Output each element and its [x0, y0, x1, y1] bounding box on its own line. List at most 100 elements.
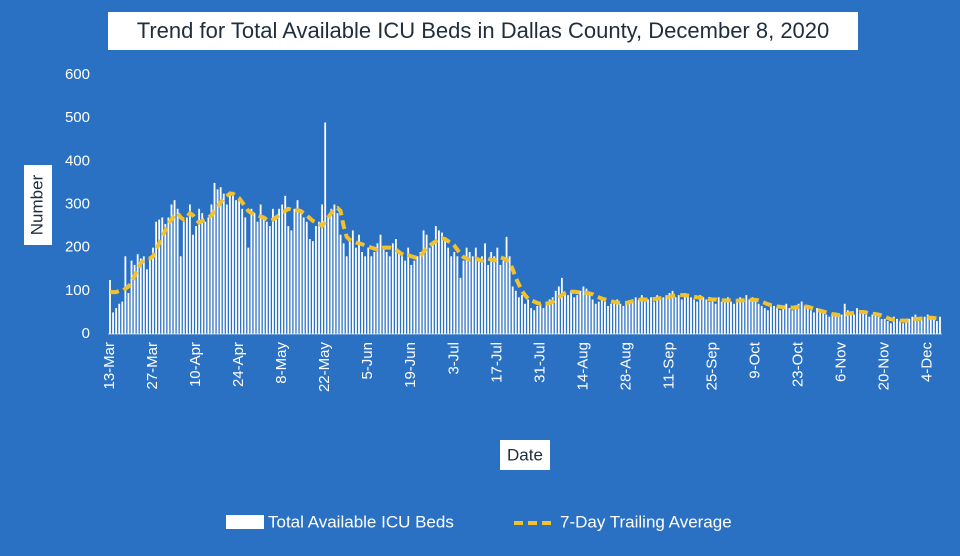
bar	[413, 260, 416, 334]
bar	[733, 303, 735, 334]
x-tick-label: 28-Aug	[617, 342, 634, 390]
bar	[936, 321, 938, 334]
bar	[822, 312, 825, 334]
bar	[770, 303, 772, 334]
bar	[447, 247, 450, 334]
bar	[281, 204, 284, 334]
bar	[656, 295, 659, 334]
bar	[637, 299, 640, 334]
bar	[908, 318, 911, 334]
bar	[342, 243, 345, 334]
bar	[530, 308, 533, 334]
bar	[871, 314, 874, 334]
bar	[699, 295, 702, 334]
bar	[886, 321, 889, 334]
bar	[840, 314, 843, 334]
bar	[923, 316, 926, 334]
bar	[899, 321, 901, 334]
bar	[302, 217, 305, 334]
bar	[444, 239, 446, 334]
bar	[659, 299, 662, 334]
y-label-box	[24, 165, 52, 245]
bar	[610, 303, 612, 334]
bar	[422, 230, 425, 334]
bar	[776, 308, 778, 334]
bar	[736, 299, 739, 334]
bar	[687, 295, 689, 334]
bar	[496, 247, 499, 334]
x-tick-label: 25-Sep	[703, 342, 720, 390]
bar	[321, 204, 324, 334]
bar	[290, 230, 293, 334]
bar	[145, 269, 148, 334]
bar	[164, 223, 167, 334]
bar	[865, 314, 868, 334]
bar	[198, 208, 201, 334]
bar	[560, 277, 563, 334]
bar	[939, 316, 941, 334]
bar	[222, 193, 225, 334]
bar	[527, 299, 529, 334]
bar	[471, 256, 474, 334]
bar	[410, 264, 413, 334]
bar	[173, 200, 176, 334]
bar	[892, 316, 895, 334]
bar	[816, 308, 818, 334]
bar	[539, 303, 542, 334]
bar	[256, 221, 259, 334]
bar	[416, 256, 419, 334]
x-tick-label: 3-Jul	[445, 342, 462, 375]
y-tick-label: 400	[65, 152, 90, 169]
bar	[567, 295, 569, 334]
bar	[462, 260, 465, 334]
bar	[905, 321, 908, 334]
bar	[533, 310, 536, 334]
title-box	[108, 12, 858, 50]
x-tick-label: 8-May	[273, 342, 290, 384]
bar	[185, 217, 188, 334]
bar	[668, 292, 671, 334]
bar	[293, 208, 296, 334]
bar	[889, 323, 892, 334]
bar	[696, 301, 699, 334]
bar	[859, 310, 861, 334]
bar	[751, 297, 754, 334]
bar	[434, 226, 437, 334]
bar	[754, 299, 757, 334]
bar	[619, 303, 622, 334]
bar	[296, 200, 299, 334]
bar	[677, 295, 680, 334]
bar	[438, 230, 440, 334]
bar	[272, 208, 274, 334]
bar	[407, 247, 410, 334]
bar	[474, 247, 477, 334]
bar	[441, 232, 443, 334]
bar	[284, 195, 287, 334]
bar	[662, 297, 665, 334]
bar	[517, 297, 520, 334]
bar	[118, 303, 121, 334]
bar	[216, 189, 219, 334]
bar	[345, 256, 348, 334]
bar	[358, 234, 360, 334]
bar	[124, 256, 127, 334]
bar	[394, 239, 397, 334]
bar	[773, 305, 775, 334]
bar	[247, 247, 250, 334]
bar	[634, 297, 637, 334]
bar	[364, 256, 367, 334]
bar	[112, 312, 114, 334]
x-tick-label: 23-Oct	[790, 341, 807, 387]
bar	[376, 243, 379, 334]
bar	[481, 256, 483, 334]
bar	[161, 217, 164, 334]
bar	[723, 299, 726, 334]
bar	[717, 297, 720, 334]
bar	[594, 303, 597, 334]
bar	[604, 301, 606, 334]
bar	[315, 226, 317, 334]
bar	[794, 305, 797, 334]
bar	[837, 316, 840, 334]
bar	[139, 258, 142, 334]
bar	[195, 226, 197, 334]
